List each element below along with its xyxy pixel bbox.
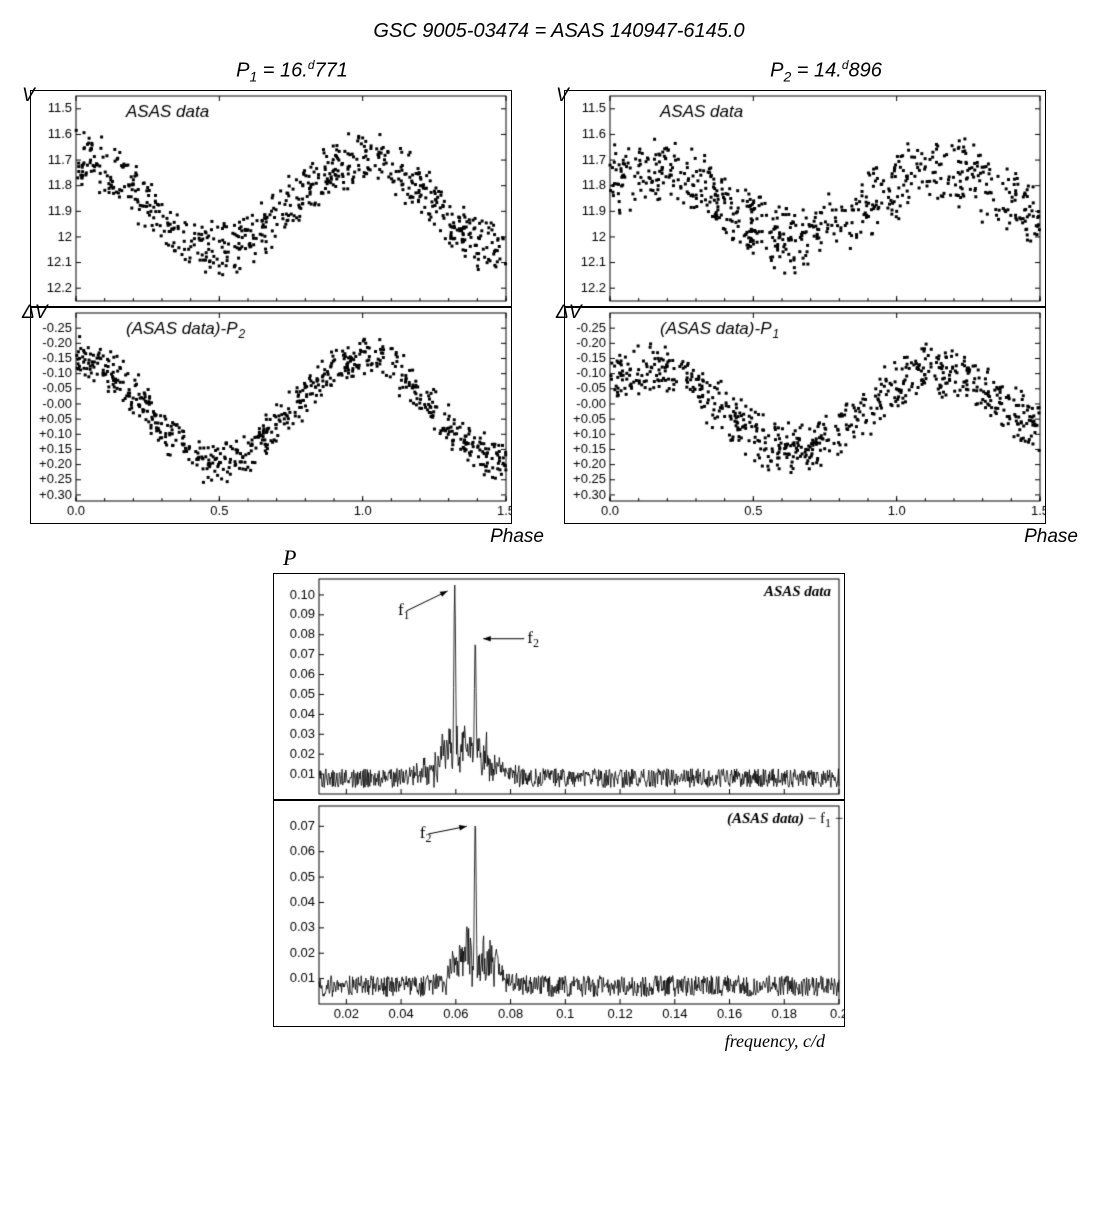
main-title: GSC 9005-03474 = ASAS 140947-6145.0 (0, 0, 1118, 58)
panel2-bot-canvas (564, 307, 1046, 524)
bottom-inner: P frequency, c/d (273, 573, 845, 1052)
y-title-V-1: V (22, 85, 35, 107)
top-grid: P1 = 16.d771 V ΔV Phase P2 = 14.d896 V Δ… (0, 58, 1118, 548)
panel2-top-canvas (564, 90, 1046, 307)
column-p2: P2 = 14.d896 V ΔV Phase (564, 58, 1088, 548)
bottom-section: P frequency, c/d (0, 573, 1118, 1052)
spectrum-top-canvas (273, 573, 845, 800)
y-title-dV-1: ΔV (22, 302, 47, 324)
panel1-bot-wrap: ΔV (30, 307, 554, 524)
figure-container: GSC 9005-03474 = ASAS 140947-6145.0 P1 =… (0, 0, 1118, 1052)
panel1-top-canvas (30, 90, 512, 307)
spectrum-bot-canvas (273, 800, 845, 1027)
column-p1: P1 = 16.d771 V ΔV Phase (30, 58, 554, 548)
x-label-phase-2: Phase (564, 526, 1088, 548)
y-title-V-2: V (556, 85, 569, 107)
power-label: P (283, 545, 296, 571)
period1-label: P1 = 16.d771 (30, 58, 554, 85)
panel2-top-wrap: V (564, 90, 1088, 307)
panel2-bot-wrap: ΔV (564, 307, 1088, 524)
freq-label: frequency, c/d (273, 1031, 845, 1052)
period2-label: P2 = 14.d896 (564, 58, 1088, 85)
y-title-dV-2: ΔV (556, 302, 581, 324)
panel1-top-wrap: V (30, 90, 554, 307)
panel1-bot-canvas (30, 307, 512, 524)
